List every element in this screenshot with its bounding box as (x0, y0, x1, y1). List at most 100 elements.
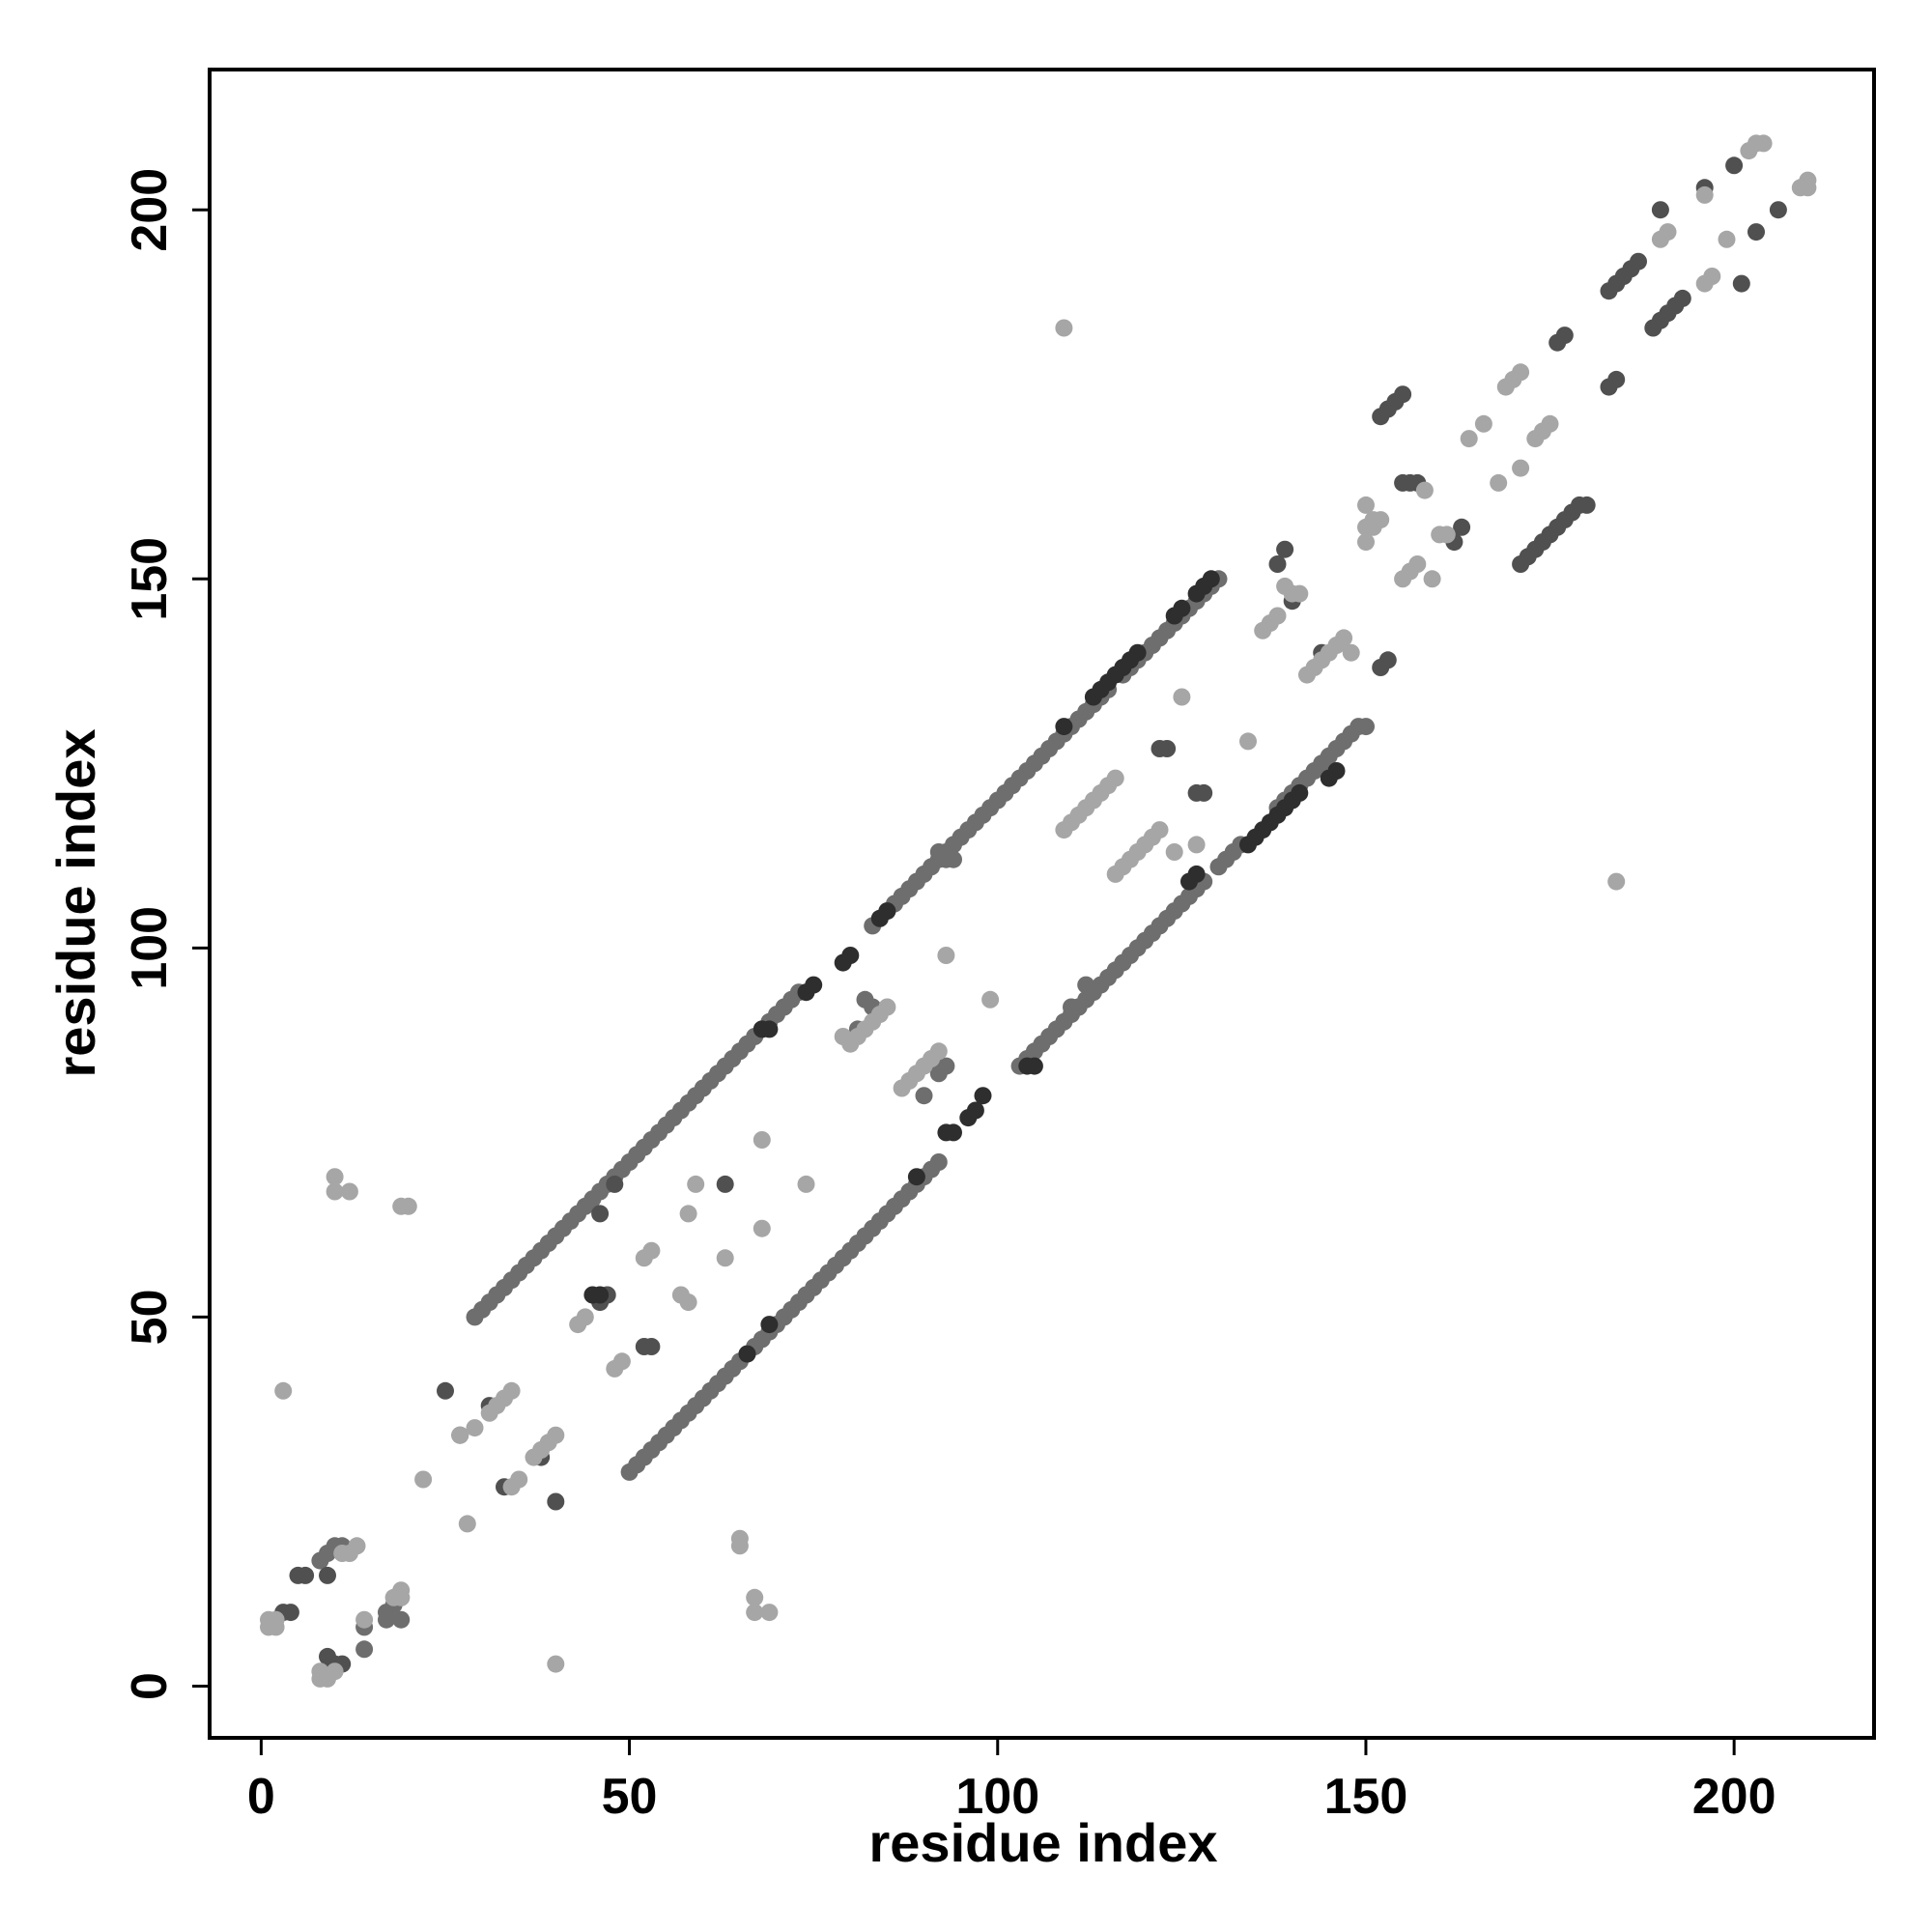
y-tick-label: 50 (122, 1289, 178, 1345)
contact-point (502, 1381, 521, 1400)
contact-point (1158, 740, 1177, 757)
contact-point (466, 1419, 484, 1437)
contact-point (547, 1426, 565, 1444)
contact-point (730, 1529, 749, 1548)
contact-point (1541, 414, 1559, 433)
contact-point (1651, 201, 1669, 219)
contact-point (1378, 651, 1397, 669)
contact-point (576, 1308, 594, 1326)
contact-point (746, 1604, 764, 1622)
contact-point (274, 1381, 293, 1400)
contact-point (1577, 496, 1596, 514)
contact-point (340, 1182, 358, 1201)
plot-frame (208, 68, 1876, 1740)
contact-point (437, 1381, 454, 1400)
contact-point (1725, 156, 1744, 175)
contact-point (1077, 976, 1095, 994)
contact-point (392, 1581, 411, 1600)
contact-point (267, 1618, 285, 1636)
contact-point (1202, 570, 1220, 588)
contact-point (1173, 599, 1191, 617)
contact-point (805, 976, 823, 994)
contact-point (929, 1042, 948, 1061)
contact-point (1673, 289, 1691, 307)
data-points (260, 134, 1817, 1688)
contact-point (1394, 385, 1412, 404)
contact-point (1607, 370, 1626, 388)
x-axis-title: residue index (868, 1812, 1217, 1873)
contact-point (1607, 872, 1626, 891)
contact-point (1276, 540, 1294, 558)
contact-point (1055, 718, 1073, 736)
contact-point (355, 1610, 374, 1629)
contact-point (606, 1175, 624, 1193)
contact-point (1025, 1057, 1043, 1075)
contact-point (1630, 252, 1647, 270)
contact-point (1512, 459, 1530, 477)
contact-point (591, 1205, 610, 1223)
contact-point (937, 947, 955, 964)
contact-point (547, 1655, 565, 1673)
contact-point (1732, 274, 1750, 293)
contact-point (451, 1426, 469, 1444)
x-tick-label: 50 (602, 1769, 658, 1825)
contact-point (1357, 533, 1375, 552)
contact-point (716, 1175, 734, 1193)
contact-point (1268, 607, 1287, 625)
contact-point (612, 1352, 631, 1371)
y-axis: 0 50 100 150 200 (122, 168, 210, 1700)
contact-point (1474, 414, 1492, 433)
contact-point (915, 1087, 933, 1105)
contact-point (1195, 783, 1213, 802)
x-tick-label: 100 (955, 1769, 1039, 1825)
contact-point (760, 1316, 779, 1334)
contact-point (1703, 268, 1721, 285)
contact-point (1357, 718, 1375, 736)
contact-point (1423, 570, 1441, 588)
contact-point (1342, 643, 1360, 662)
contact-point (679, 1205, 697, 1223)
contact-point (1555, 327, 1574, 345)
contact-point (716, 1249, 734, 1267)
x-tick-label: 200 (1692, 1769, 1776, 1825)
contact-point (591, 1286, 610, 1304)
contact-point (458, 1515, 476, 1533)
contact-point (1453, 518, 1471, 536)
contact-point (1187, 836, 1206, 854)
contact-point (687, 1175, 705, 1193)
contact-point (1437, 526, 1456, 544)
contact-point (1490, 473, 1508, 492)
contact-point (760, 1604, 779, 1622)
contact-point (1327, 762, 1346, 780)
contact-point (355, 1640, 374, 1659)
contact-point (753, 1131, 771, 1149)
contact-point (1754, 134, 1773, 153)
x-axis: 0 50 100 150 200 (247, 1738, 1776, 1825)
contact-point (1460, 430, 1478, 448)
contact-point (1291, 783, 1309, 802)
contact-point (753, 1219, 771, 1237)
contact-point (929, 1153, 948, 1171)
contact-point (1268, 555, 1287, 573)
contact-point (974, 1087, 992, 1105)
y-tick-label: 200 (122, 168, 178, 252)
contact-point (1187, 865, 1206, 883)
contact-point (981, 990, 1000, 1009)
contact-point (878, 902, 896, 921)
y-tick-label: 150 (122, 537, 178, 621)
contact-point (414, 1470, 433, 1489)
y-tick-label: 0 (122, 1672, 178, 1700)
contact-point (1415, 481, 1434, 499)
contact-point (738, 1345, 756, 1363)
contact-point (746, 1588, 764, 1606)
contact-point (1372, 408, 1390, 426)
y-tick-label: 100 (122, 906, 178, 990)
contact-point (326, 1182, 344, 1201)
contact-point (907, 1168, 925, 1186)
contact-point (1128, 643, 1147, 662)
contact-point (1357, 496, 1375, 514)
contact-point (760, 1020, 779, 1038)
contact-point (1799, 179, 1817, 197)
contact-point (1695, 185, 1714, 204)
contact-point (547, 1492, 565, 1511)
